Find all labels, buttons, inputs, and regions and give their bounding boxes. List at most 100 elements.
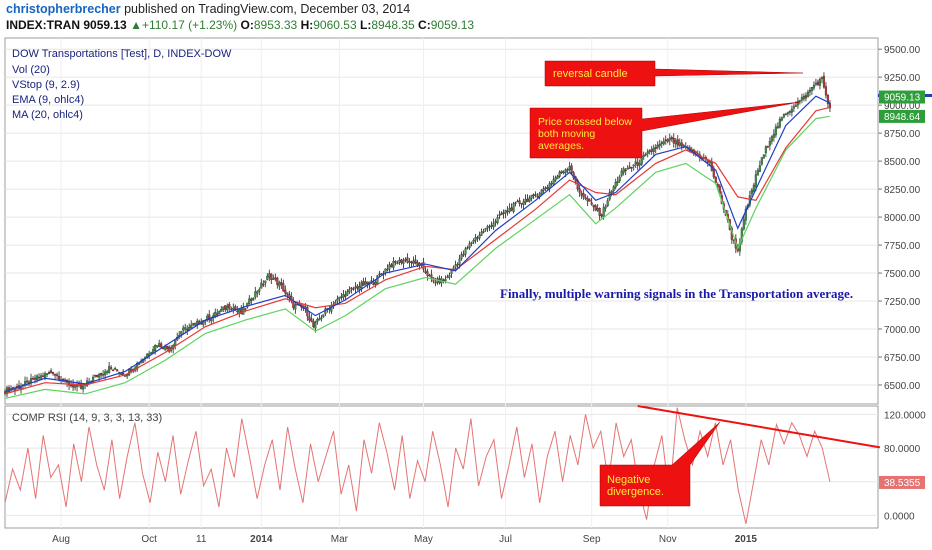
candle-body: [508, 207, 511, 212]
candle-body: [806, 91, 809, 98]
candle-body: [792, 106, 795, 109]
y-tick-label: 8250.00: [884, 185, 921, 196]
candle-body: [150, 352, 153, 354]
candle-body: [282, 283, 285, 292]
ma-line: [4, 106, 831, 395]
candle-body: [112, 369, 115, 372]
candle-body: [760, 157, 763, 165]
candle-body: [824, 86, 827, 96]
candle-body: [522, 201, 525, 205]
candle-body: [70, 384, 73, 387]
candle-body: [600, 214, 603, 217]
candle-body: [794, 105, 797, 107]
author-link[interactable]: christopherbrecher: [6, 2, 121, 16]
candle-body: [114, 368, 117, 370]
candle-body: [470, 242, 473, 244]
candle-body: [74, 385, 77, 388]
candle-body: [58, 376, 61, 381]
candle-body: [464, 248, 467, 255]
candle-body: [428, 274, 431, 277]
candle-body: [314, 321, 317, 329]
candle-body: [400, 259, 403, 264]
candle-body: [618, 176, 621, 182]
up-arrow-icon: ▲: [130, 18, 142, 32]
candle-body: [818, 79, 821, 86]
candle-body: [740, 228, 743, 242]
candle-body: [56, 374, 59, 376]
candle-body: [222, 306, 225, 310]
candle-body: [816, 81, 819, 85]
candle-body: [564, 169, 567, 173]
candle-body: [166, 346, 169, 349]
crossed-callout-text: both moving: [538, 128, 595, 140]
candle-body: [482, 231, 485, 233]
candle-body: [520, 203, 523, 205]
candle-body: [742, 219, 745, 230]
candle-body: [826, 95, 829, 104]
candle-body: [404, 259, 407, 261]
candle-body: [104, 371, 107, 376]
candle-body: [410, 261, 413, 264]
candle-body: [310, 318, 313, 322]
candle-body: [238, 309, 241, 313]
candle-body: [492, 223, 495, 228]
candle-body: [406, 257, 409, 263]
candle-body: [184, 327, 187, 330]
x-tick-label: May: [414, 534, 433, 545]
ohlc-line: INDEX:TRAN 9059.13 ▲+110.17 (+1.23%) O:8…: [6, 18, 474, 32]
candle-body: [354, 286, 357, 289]
rsi-legend: COMP RSI (14, 9, 3, 3, 13, 33): [12, 412, 162, 424]
candle-body: [490, 225, 493, 227]
candle-body: [434, 282, 437, 284]
candle-body: [776, 126, 779, 129]
candle-body: [96, 375, 99, 378]
candle-body: [294, 304, 297, 310]
candle-body: [774, 126, 777, 136]
candle-body: [528, 197, 531, 202]
crossed-callout-text: averages.: [538, 140, 584, 152]
candle-body: [456, 264, 459, 266]
candle-body: [320, 317, 323, 320]
candle-body: [510, 207, 513, 211]
candle-body: [356, 285, 359, 289]
candle-body: [694, 151, 697, 154]
price-label: 8948.64: [884, 112, 921, 123]
candle-body: [532, 194, 535, 197]
candle-body: [194, 322, 197, 326]
candle-body: [110, 367, 113, 369]
last-price: 9059.13: [83, 18, 127, 32]
candle-body: [622, 168, 625, 173]
candle-body: [340, 296, 343, 298]
candle-body: [786, 112, 789, 114]
candle-body: [708, 161, 711, 163]
candle-body: [634, 161, 637, 165]
candle-body: [228, 304, 231, 309]
candle-body: [560, 170, 563, 173]
chart-canvas[interactable]: 6500.00 6750.00 7000.00 7250.00 7500.00 7750.…: [0, 36, 932, 550]
candle-body: [598, 208, 601, 216]
candle-body: [478, 234, 481, 239]
open-label: O:: [240, 18, 254, 32]
x-tick-label: 2014: [250, 534, 273, 545]
candle-body: [782, 114, 785, 118]
open-value: 8953.33: [253, 18, 298, 32]
y-tick-label: 6750.00: [884, 353, 921, 364]
candle-body: [526, 198, 529, 202]
candle-body: [654, 147, 657, 149]
candle-body: [232, 307, 235, 310]
candle-body: [446, 276, 449, 279]
candle-body: [796, 101, 799, 106]
crossed-callout: [529, 101, 801, 159]
candle-body: [502, 212, 505, 214]
candle-body: [550, 182, 553, 185]
candle-body: [516, 200, 519, 203]
candle-body: [828, 103, 831, 109]
candle-body: [814, 82, 817, 85]
candle-body: [476, 237, 479, 239]
candle-body: [680, 142, 683, 147]
candle-body: [106, 371, 109, 373]
candle-body: [616, 181, 619, 183]
price-label-bg: [879, 90, 925, 104]
candle-body: [798, 100, 801, 102]
legend-item: VStop (9, 2.9): [12, 79, 80, 91]
